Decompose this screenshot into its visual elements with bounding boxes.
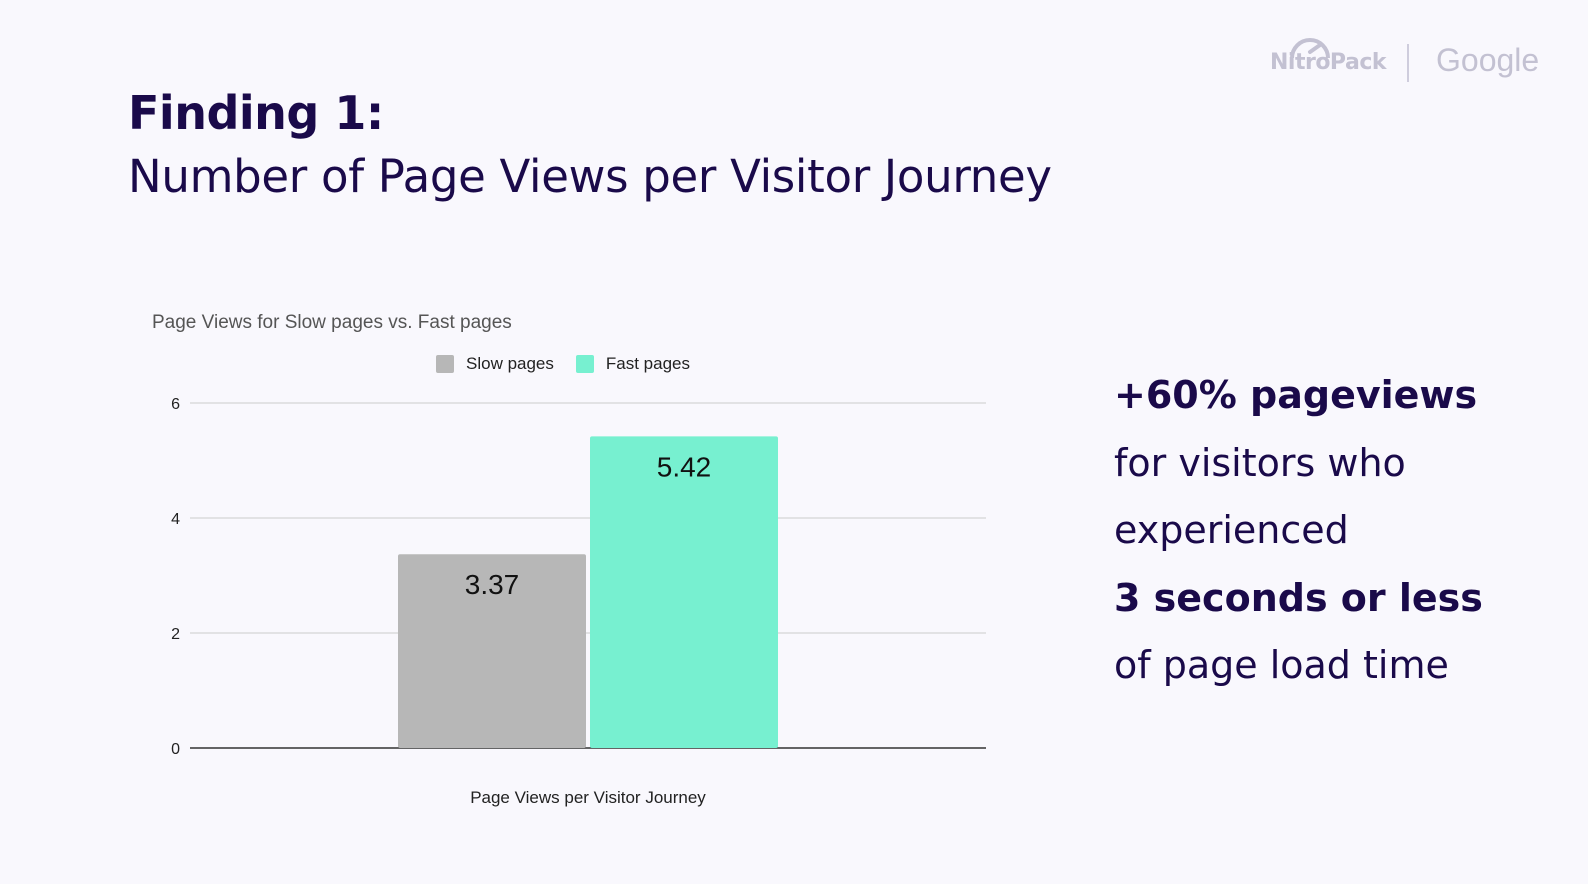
callout-line: of page load time — [1114, 643, 1449, 687]
legend-item-fast: Fast pages — [575, 354, 690, 374]
legend-item-slow: Slow pages — [436, 354, 554, 374]
y-tick-label: 0 — [171, 741, 180, 758]
legend-swatch — [575, 355, 594, 373]
data-label: 5.42 — [657, 451, 712, 482]
logos: NitroPack Google — [1270, 32, 1550, 88]
y-tick-label: 6 — [171, 396, 180, 413]
callout-line: 3 seconds or less — [1114, 575, 1483, 620]
legend-label: Fast pages — [605, 354, 690, 373]
data-label: 3.37 — [465, 569, 520, 600]
google-logo: Google — [1436, 42, 1540, 78]
callout: +60% pageviews for visitors who experience… — [1114, 362, 1483, 700]
nitropack-logo: NitroPack — [1270, 50, 1386, 75]
chart-title: Page Views for Slow pages vs. Fast pages — [152, 312, 512, 333]
chart-legend: Slow pages Fast pages — [436, 354, 690, 374]
callout-line: for visitors who — [1114, 440, 1406, 485]
bar-fast-pages — [590, 436, 778, 748]
finding-label: Finding 1: — [128, 86, 384, 140]
legend-swatch — [436, 355, 454, 373]
legend-label: Slow pages — [466, 354, 554, 373]
y-tick-label: 2 — [171, 626, 180, 643]
nitropack-gauge-icon — [1290, 38, 1330, 59]
y-tick-label: 4 — [171, 511, 180, 528]
callout-line: +60% pageviews — [1114, 373, 1478, 417]
bar-slow-pages — [398, 554, 586, 748]
x-axis-label: Page Views per Visitor Journey — [470, 788, 706, 807]
callout-line: experienced — [1114, 508, 1349, 552]
page-title: Number of Page Views per Visitor Journey — [128, 150, 1052, 203]
logo-divider — [1407, 44, 1409, 82]
